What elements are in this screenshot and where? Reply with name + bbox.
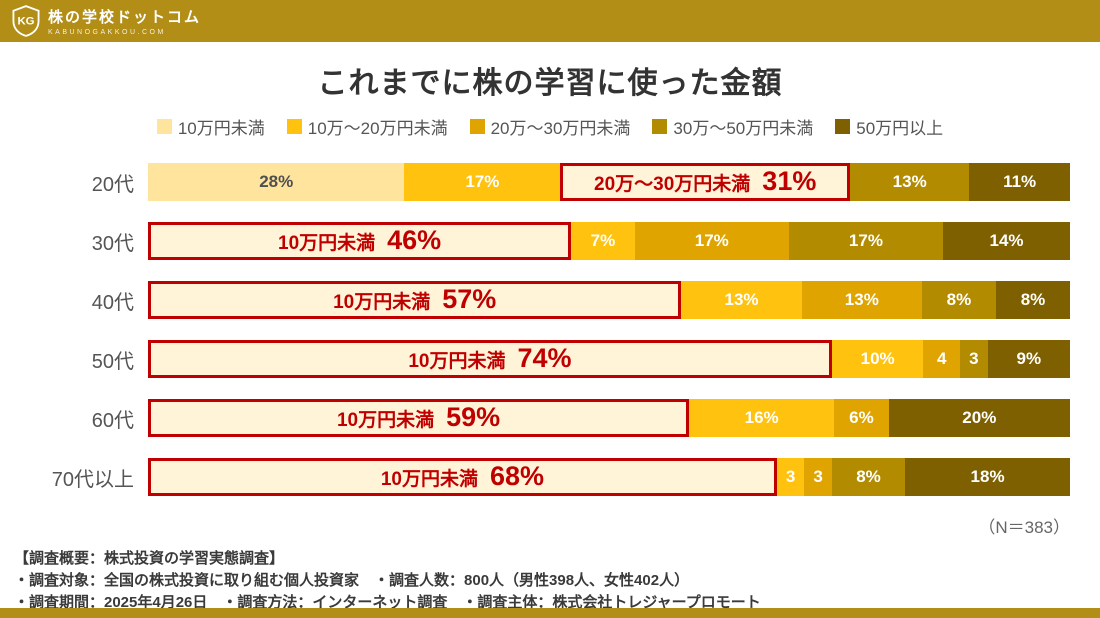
chart-row: 40代 10万円未満 57% 13% 13% 8% 8% [0,281,1070,319]
highlight-value-label: 59% [446,402,501,432]
bar-segment: 13% [681,281,802,319]
footer-bar [0,608,1100,618]
footer-line-target: ・調査対象：全国の株式投資に取り組む個人投資家 ・調査人数：800人（男性398… [14,571,690,589]
brand: KG 株の学校ドットコム KABUNOGAKKOU.COM [12,5,201,37]
bar-segment: 3 [804,458,832,496]
bar-segment: 8% [831,458,906,496]
sample-size-note: （N＝383） [978,518,1070,537]
highlight-category-label: 10万円未満 [278,233,376,254]
bar-segment: 8% [995,281,1070,319]
footer-line-overview: 【調査概要：株式投資の学習実態調査】 [14,550,285,567]
bar-segment: 9% [987,340,1070,378]
bar-segment: 6% [834,399,889,437]
bar-segment: 3 [960,340,988,378]
highlight-category-label: 20万〜30万円未満 [594,174,751,195]
bar-segment: 10% [831,340,924,378]
highlight-value-label: 74% [517,343,572,373]
bar-segment: 20万〜30万円未満 31% [560,163,851,201]
bar-segment: 17% [404,163,561,201]
highlight-value-label: 46% [387,225,442,255]
row-label: 50代 [91,350,134,373]
bar-segment: 14% [943,222,1070,260]
shield-logo-icon: KG [12,5,40,37]
footer-line-period: ・調査期間：2025年4月26日 ・調査方法：インターネット調査 ・調査主体：株… [14,593,761,611]
bar-segment: 10万円未満 46% [148,222,572,260]
chart-row: 30代 10万円未満 46% 7% 17% 17% 14% [0,222,1070,260]
brand-name: 株の学校ドットコム [48,9,202,26]
highlight-value-label: 31% [762,166,817,196]
bar-segment: 10万円未満 57% [148,281,682,319]
legend-item: 20万〜30万円未満 [469,114,631,139]
bar-segment: 16% [689,399,835,437]
legend-label: 10万円未満 [177,119,265,138]
bar-segment: 18% [905,458,1070,496]
legend-swatch-icon [469,119,485,134]
legend-item: 30万〜50万円未満 [652,114,813,139]
legend-label: 50万円以上 [856,119,944,138]
logo-monogram: KG [17,15,34,27]
highlight-value-label: 57% [442,284,497,314]
chart-rows: 20代 28% 17% 20万〜30万円未満 31% 13% 11% 30代 10万円未満 46%… [0,163,1100,496]
bar-segment: 10万円未満 68% [148,458,777,496]
row-label: 70代以上 [51,468,134,491]
page-title: これまでに株の学習に使った金額 [317,67,783,100]
stacked-bar: 10万円未満 74% 10% 4 3 9% [148,340,1070,378]
bar-segment: 13% [801,281,922,319]
bar-segment: 10万円未満 59% [148,399,690,437]
bar-segment: 20% [888,399,1071,437]
legend-swatch-icon [652,119,668,134]
chart-row: 60代 10万円未満 59% 16% 6% 20% [0,399,1071,437]
stacked-bar: 10万円未満 68% 3 3 8% 18% [148,458,1070,496]
legend-label: 20万〜30万円未満 [490,119,631,138]
row-label: 40代 [91,291,134,314]
chart-legend: 10万円未満 10万〜20万円未満 20万〜30万円未満 30万〜50万円未満 50万円… [0,114,1100,139]
brand-domain: KABUNOGAKKOU.COM [48,29,166,36]
legend-item: 10万円未満 [156,114,265,139]
bar-segment: 3 [776,458,805,496]
legend-swatch-icon [156,119,172,134]
stacked-bar: 10万円未満 59% 16% 6% 20% [148,399,1071,437]
bar-segment: 13% [850,163,970,201]
chart-row: 50代 10万円未満 74% 10% 4 3 9% [0,340,1070,378]
bar-segment: 7% [571,222,635,260]
row-label: 20代 [91,173,134,196]
legend-swatch-icon [835,119,851,134]
highlight-value-label: 68% [489,461,545,491]
bar-segment: 10万円未満 74% [148,340,832,378]
stacked-bar: 28% 17% 20万〜30万円未満 31% 13% 11% [148,163,1070,201]
chart-row: 70代以上 10万円未満 68% 3 3 8% 18% [0,458,1070,496]
highlight-category-label: 10万円未満 [408,351,506,372]
legend-swatch-icon [286,119,302,134]
survey-footer: 【調査概要：株式投資の学習実態調査】 ・調査対象：全国の株式投資に取り組む個人投… [0,538,1100,613]
bar-segment: 4 [923,340,961,378]
legend-label: 30万〜50万円未満 [673,119,814,138]
bar-segment: 17% [788,222,944,260]
bar-segment: 11% [969,163,1070,201]
header-bar: KG 株の学校ドットコム KABUNOGAKKOU.COM [0,0,1100,42]
row-label: 30代 [91,232,134,255]
stacked-bar: 10万円未満 46% 7% 17% 17% 14% [148,222,1070,260]
legend-item: 50万円以上 [835,114,943,139]
brand-text: 株の学校ドットコム KABUNOGAKKOU.COM [48,6,201,36]
bar-segment: 17% [634,222,789,260]
legend-item: 10万〜20万円未満 [286,114,448,139]
stacked-bar: 10万円未満 57% 13% 13% 8% 8% [148,281,1070,319]
highlight-category-label: 10万円未満 [333,292,431,313]
bar-segment: 8% [921,281,996,319]
bar-segment: 28% [148,163,405,201]
highlight-category-label: 10万円未満 [336,410,435,431]
legend-label: 10万〜20万円未満 [307,119,448,138]
row-label: 60代 [91,409,134,432]
highlight-category-label: 10万円未満 [380,469,478,490]
chart-row: 20代 28% 17% 20万〜30万円未満 31% 13% 11% [0,163,1070,201]
